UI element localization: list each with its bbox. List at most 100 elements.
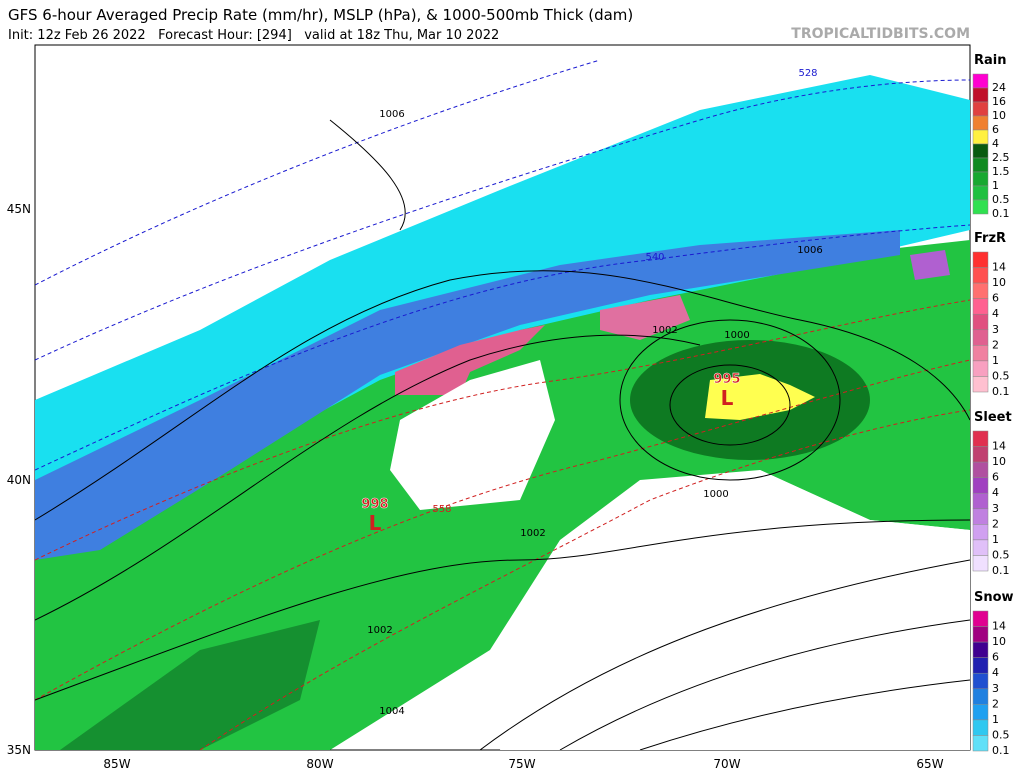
legend-swatch bbox=[972, 143, 989, 159]
legend-swatch bbox=[972, 555, 989, 572]
legend-swatch bbox=[972, 129, 989, 145]
legend-swatch bbox=[972, 171, 989, 187]
legend-swatch bbox=[972, 477, 989, 494]
lon-label: 85W bbox=[103, 757, 130, 771]
legend-label: 0.5 bbox=[992, 369, 1010, 382]
legend-label: 14 bbox=[992, 620, 1006, 633]
legend-label: 0.1 bbox=[992, 207, 1010, 220]
legend-label: 1 bbox=[992, 179, 999, 192]
lon-label: 80W bbox=[306, 757, 333, 771]
low-pressure: 995 bbox=[713, 372, 740, 387]
legend-swatch bbox=[972, 185, 989, 201]
legend-swatch bbox=[972, 376, 989, 393]
thickness-label: 540 bbox=[645, 252, 664, 263]
legend-label: 4 bbox=[992, 137, 999, 150]
map bbox=[34, 44, 971, 751]
legend-swatch bbox=[972, 524, 989, 541]
thickness-lines bbox=[35, 59, 970, 471]
isobar-label: 1002 bbox=[520, 528, 545, 539]
legend-label: 6 bbox=[992, 651, 999, 664]
legend-swatch bbox=[972, 641, 989, 658]
legend-label: 0.5 bbox=[992, 193, 1010, 206]
legend-swatch bbox=[972, 735, 989, 752]
isobar-label: 1006 bbox=[379, 109, 404, 120]
legend-label: 0.1 bbox=[992, 744, 1010, 757]
legend-label: 10 bbox=[992, 109, 1006, 122]
legend-label: 1 bbox=[992, 713, 999, 726]
subtitle: Init: 12z Feb 26 2022 Forecast Hour: [29… bbox=[8, 28, 499, 43]
legend-swatch bbox=[972, 329, 989, 346]
legend-swatch bbox=[972, 508, 989, 525]
legend-label: 3 bbox=[992, 502, 999, 515]
precip-sleet bbox=[910, 250, 950, 280]
title: GFS 6-hour Averaged Precip Rate (mm/hr),… bbox=[8, 6, 633, 24]
legend-label: 2.5 bbox=[992, 151, 1010, 164]
legend-swatch bbox=[972, 461, 989, 478]
legend-label: 0.1 bbox=[992, 385, 1010, 398]
low-symbol: L bbox=[721, 386, 734, 410]
legend-swatch bbox=[972, 73, 989, 89]
legend-swatch bbox=[972, 719, 989, 736]
no-precip bbox=[390, 360, 555, 510]
legend-label: 6 bbox=[992, 471, 999, 484]
isobar-label: 1004 bbox=[379, 706, 404, 717]
legend-swatch bbox=[972, 672, 989, 690]
legend-swatch bbox=[972, 492, 989, 510]
legend-swatch bbox=[972, 657, 989, 674]
lat-label: 40N bbox=[7, 473, 31, 487]
thickness-lines-warm bbox=[35, 299, 970, 750]
isobar-label: 1002 bbox=[367, 625, 392, 636]
lon-label: 65W bbox=[916, 757, 943, 771]
legend-swatch bbox=[972, 704, 989, 721]
legend-swatch bbox=[972, 267, 989, 284]
lat-label: 35N bbox=[7, 743, 31, 757]
legend-label: 0.1 bbox=[992, 564, 1010, 577]
legend-label: 4 bbox=[992, 486, 999, 499]
legend-swatch bbox=[972, 251, 989, 268]
legend-swatch bbox=[972, 446, 989, 463]
legend-swatch bbox=[972, 539, 989, 556]
legend-swatch bbox=[972, 199, 989, 215]
legend-title: Rain bbox=[974, 53, 1007, 68]
legend-label: 1.5 bbox=[992, 165, 1010, 178]
precip-heavy bbox=[60, 620, 320, 750]
lat-label: 45N bbox=[7, 202, 31, 216]
precip-heavy-rain bbox=[705, 374, 815, 420]
legend-swatch bbox=[972, 688, 989, 705]
legend-title: Sleet bbox=[974, 410, 1012, 425]
legend-label: 0.5 bbox=[992, 728, 1010, 741]
isobars bbox=[35, 119, 970, 750]
legend-label: 1 bbox=[992, 354, 999, 367]
legend-label: 10 bbox=[992, 276, 1006, 289]
precip-frzr bbox=[600, 295, 690, 340]
legend-swatch bbox=[972, 626, 989, 643]
legend-label: 0.5 bbox=[992, 548, 1010, 561]
isobar-label: 1000 bbox=[724, 330, 749, 341]
legend-label: 6 bbox=[992, 292, 999, 305]
legend-swatch bbox=[972, 430, 989, 447]
site-name: TROPICALTIDBITS.COM bbox=[791, 26, 970, 42]
no-precip bbox=[500, 470, 970, 750]
legend-swatch bbox=[972, 313, 989, 331]
legend-label: 3 bbox=[992, 682, 999, 695]
isobar-label: 1000 bbox=[703, 489, 728, 500]
legend-label: 6 bbox=[992, 123, 999, 136]
legend-label: 2 bbox=[992, 517, 999, 530]
legend-label: 4 bbox=[992, 307, 999, 320]
legend-title: FrzR bbox=[974, 231, 1006, 246]
low-pressure: 998 bbox=[361, 497, 388, 512]
precip-snow bbox=[35, 230, 900, 560]
legend-swatch bbox=[972, 610, 989, 627]
isobar-label: 1002 bbox=[652, 325, 677, 336]
legend-label: 24 bbox=[992, 81, 1006, 94]
isobar-label: 1006 bbox=[797, 245, 822, 256]
legend-swatch bbox=[972, 87, 989, 103]
thickness-label: 528 bbox=[798, 68, 817, 79]
legend-label: 2 bbox=[992, 697, 999, 710]
legend-swatch bbox=[972, 282, 989, 299]
lon-label: 70W bbox=[713, 757, 740, 771]
legend-label: 14 bbox=[992, 440, 1006, 453]
legend-swatch bbox=[972, 360, 989, 377]
legend-title: Snow bbox=[974, 590, 1014, 605]
